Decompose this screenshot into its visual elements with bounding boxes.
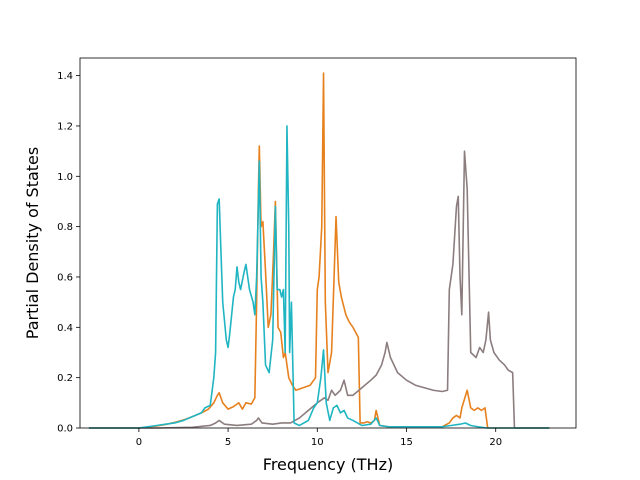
series-line-0 [88, 72, 550, 429]
x-tick-label: 10 [311, 437, 324, 448]
x-tick-label: 20 [489, 437, 502, 448]
series-layer [88, 72, 550, 429]
y-tick-label: 0.8 [57, 222, 73, 233]
y-tick-label: 1.4 [57, 71, 73, 82]
y-tick-label: 1.0 [57, 172, 73, 183]
x-axis: 0 5 10 15 20 [136, 428, 502, 448]
y-tick-label: 0.0 [57, 424, 73, 435]
series-line-2 [88, 125, 550, 429]
x-axis-label: Frequency (THz) [263, 455, 393, 474]
x-tick-label: 0 [136, 437, 142, 448]
y-tick-label: 0.6 [57, 272, 73, 283]
x-tick-label: 15 [400, 437, 413, 448]
series-line-1 [88, 150, 550, 429]
y-tick-label: 1.2 [57, 121, 73, 132]
plot-frame [79, 57, 577, 429]
y-tick-label: 0.4 [57, 323, 73, 334]
y-axis-label: Partial Density of States [23, 147, 42, 339]
x-tick-label: 5 [225, 437, 231, 448]
y-tick-label: 0.2 [57, 373, 73, 384]
y-axis: 0.0 0.2 0.4 0.6 0.8 1.0 1.2 1.4 [57, 71, 80, 435]
